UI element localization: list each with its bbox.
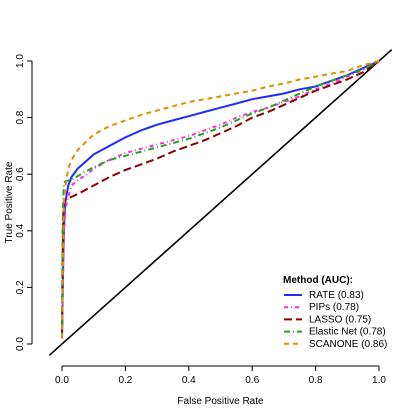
y-axis-title: True Positive Rate [4, 161, 15, 243]
y-tick-label: 0.8 [15, 110, 26, 124]
x-tick-label: 1.0 [372, 375, 386, 386]
x-tick-label: 0.2 [118, 375, 132, 386]
series-line-2 [61, 60, 380, 339]
x-tick-label: 0.0 [55, 375, 69, 386]
legend: Method (AUC): RATE (0.83)PIPs (0.78)LASS… [283, 275, 387, 350]
series-line-1 [61, 60, 380, 339]
legend-label-3: LASSO (0.75) [309, 314, 371, 325]
legend-label-4: Elastic Net (0.78) [309, 327, 386, 338]
legend-label-2: PIPs (0.78) [309, 302, 359, 313]
plot-frame: 0.0 0.2 0.4 0.6 0.8 1.0 0.0 0.2 0.4 0.6 0.8 1.0 [15, 54, 386, 386]
y-tick-label: 0.4 [15, 223, 26, 237]
y-axis-ticks: 0.0 0.2 0.4 0.6 0.8 1.0 [15, 54, 32, 351]
reference-line-group [48, 49, 393, 356]
y-tick-label: 0.2 [15, 280, 26, 294]
x-tick-label: 0.6 [245, 375, 259, 386]
y-tick-label: 1.0 [15, 54, 26, 68]
legend-label-1: RATE (0.83) [309, 290, 364, 301]
legend-title: Method (AUC): [283, 275, 353, 286]
y-tick-label: 0.0 [15, 337, 26, 351]
legend-items: RATE (0.83)PIPs (0.78)LASSO (0.75) Elasti… [284, 290, 387, 350]
legend-label-5: SCANONE (0.86) [309, 339, 387, 350]
diagonal-reference-line [48, 49, 393, 356]
x-axis-title: False Positive Rate [177, 396, 264, 407]
series-line-5 [61, 60, 380, 339]
x-tick-label: 0.4 [182, 375, 196, 386]
series-line-3 [61, 60, 380, 339]
x-axis-ticks: 0.0 0.2 0.4 0.6 0.8 1.0 [55, 366, 386, 386]
x-tick-label: 0.8 [309, 375, 323, 386]
y-tick-label: 0.6 [15, 167, 26, 181]
series-group [61, 60, 380, 339]
